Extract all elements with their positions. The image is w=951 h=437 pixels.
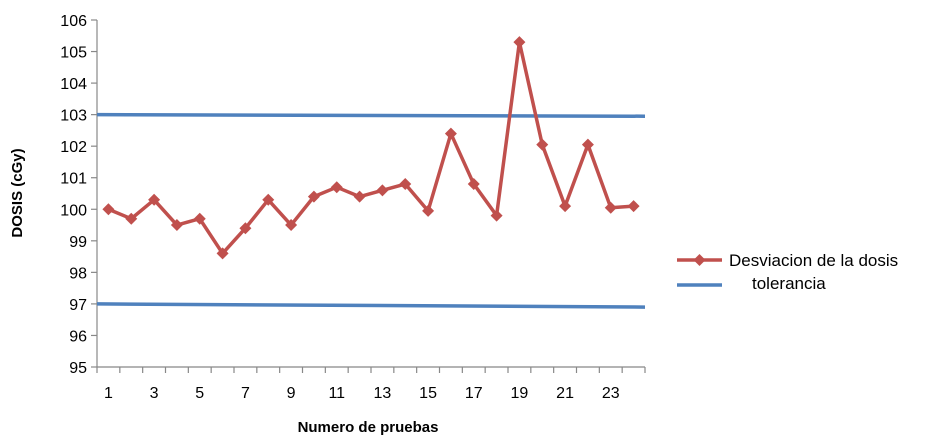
dose-point-marker [262,193,275,206]
legend-tolerance-label: tolerancia [752,274,826,293]
y-tick-label: 96 [69,328,87,345]
legend-item-tolerance: tolerancia [677,274,826,293]
dose-series-line [107,40,634,256]
y-tick-label: 102 [60,139,87,156]
x-tick-label: 7 [241,385,250,402]
x-tick-label: 3 [150,385,159,402]
x-tick-label: 21 [556,385,574,402]
dose-point-marker [467,178,480,191]
y-tick-label: 104 [60,76,87,93]
tolerance-lines [96,112,646,309]
dose-point-marker [125,212,138,225]
y-tick-label: 103 [60,108,87,125]
dose-point-marker [353,190,366,203]
dose-point-marker [490,209,503,222]
x-tick-label: 11 [328,385,345,402]
x-tick-label: 23 [602,385,620,402]
legend: Desviacion de la dosis tolerancia [677,251,898,293]
x-ticks: 1 3 5 7 9 11 13 15 17 19 21 23 [96,367,646,402]
tolerance-lower-line [96,302,646,309]
dose-point-marker [148,193,161,206]
dose-point-marker [422,204,435,217]
dose-point-marker [399,178,412,191]
x-tick-label: 13 [374,385,392,402]
dose-point-marker [559,200,572,213]
x-tick-label: 17 [465,385,483,402]
legend-dose-label: Desviacion de la dosis [729,251,898,270]
legend-item-dose: Desviacion de la dosis [677,251,898,270]
dose-point-marker [444,127,457,140]
y-ticks: 95 96 97 98 99 100 101 102 103 104 105 106 [60,13,97,377]
dose-point-marker [513,36,526,49]
tolerance-upper-line [96,112,646,118]
series-lines [107,40,634,256]
y-tick-label: 99 [69,234,87,251]
x-tick-label: 15 [419,385,437,402]
dose-point-marker [102,203,115,216]
x-tick-label: 9 [287,385,296,402]
dose-point-marker [307,190,320,203]
dose-point-marker [239,222,252,235]
dose-point-marker [330,181,343,194]
dose-point-marker [627,200,640,213]
x-axis-title: Numero de pruebas [298,419,439,436]
y-tick-label: 97 [69,297,87,314]
y-axis-title: DOSIS (cGy) [9,148,26,237]
y-tick-label: 95 [69,360,87,377]
x-tick-label: 1 [104,385,113,402]
dose-point-marker [604,201,617,214]
y-tick-label: 100 [60,202,87,219]
y-tick-label: 105 [60,45,87,62]
y-tick-label: 106 [60,13,87,30]
x-tick-label: 5 [195,385,204,402]
dose-point-marker [216,247,229,260]
dose-point-marker [581,138,594,151]
y-tick-label: 98 [69,265,87,282]
dose-point-marker [376,184,389,197]
dose-point-marker [536,138,549,151]
dose-point-marker [170,219,183,232]
dose-point-marker [193,212,206,225]
series-markers [102,36,640,260]
y-tick-label: 101 [60,171,87,188]
legend-dose-marker [693,254,706,266]
x-tick-label: 19 [511,385,529,402]
dose-point-marker [285,219,298,232]
